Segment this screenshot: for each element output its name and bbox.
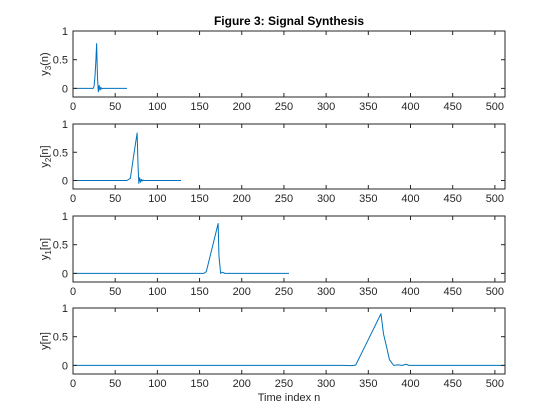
x-tick-label: 200 — [233, 378, 251, 390]
x-tick-label: 50 — [109, 193, 121, 205]
x-tick-label: 250 — [275, 101, 293, 113]
subplot-4: 0 50 100 150 200 250 300 350 400 450 500 0 0.5 1 y[n] — [39, 303, 506, 390]
y-tick-label: 0.5 — [53, 240, 68, 252]
y-axis-label: y3(n) — [39, 52, 53, 75]
y-axis-label: y[n] — [39, 332, 51, 350]
x-tick-label: 50 — [109, 378, 121, 390]
series-line-1 — [73, 222, 289, 274]
x-tick-label: 500 — [486, 193, 504, 205]
x-tick-label: 400 — [401, 286, 419, 298]
axes-layer: 0 50 100 150 200 250 300 350 400 450 50000.51y3(n)… — [39, 26, 506, 390]
y-tick-label: 0 — [62, 176, 68, 188]
y-tick-label: 1 — [62, 211, 68, 223]
x-tick-label: 350 — [359, 193, 377, 205]
series-line-1 — [73, 43, 127, 93]
figure-title: Figure 3: Signal Synthesis — [214, 14, 364, 28]
x-tick-label: 200 — [233, 101, 251, 113]
y-tick-label: 0 — [62, 360, 68, 372]
x-tick-label: 300 — [317, 378, 335, 390]
x-tick-label: 400 — [401, 378, 419, 390]
x-tick-label: 100 — [148, 101, 166, 113]
x-tick-label: 400 — [401, 193, 419, 205]
x-tick-label: 450 — [444, 101, 462, 113]
x-tick-label: 100 — [148, 378, 166, 390]
y-tick-label: 0.5 — [53, 55, 68, 67]
x-tick-label: 150 — [190, 193, 208, 205]
x-tick-label: 300 — [317, 101, 335, 113]
x-axis-label: Time index n — [258, 392, 321, 404]
x-tick-label: 450 — [444, 193, 462, 205]
x-tick-label: 200 — [233, 193, 251, 205]
y-tick-label: 1 — [62, 303, 68, 315]
x-tick-label: 200 — [233, 286, 251, 298]
series-line-1 — [73, 313, 505, 367]
x-tick-label: 0 — [70, 193, 76, 205]
axes-frame — [72, 307, 506, 375]
x-tick-label: 150 — [190, 378, 208, 390]
x-tick-label: 0 — [70, 378, 76, 390]
y-tick-label: 0.5 — [53, 332, 68, 344]
y-tick-label: 0 — [62, 83, 68, 95]
x-tick-label: 400 — [401, 101, 419, 113]
x-tick-label: 300 — [317, 193, 335, 205]
x-tick-label: 250 — [275, 193, 293, 205]
x-tick-label: 150 — [190, 286, 208, 298]
y-axis-label: y1[n] — [39, 238, 53, 260]
x-tick-label: 100 — [148, 286, 166, 298]
axes-frame — [72, 215, 506, 283]
x-tick-label: 500 — [486, 101, 504, 113]
x-tick-label: 350 — [359, 101, 377, 113]
x-tick-label: 50 — [109, 286, 121, 298]
x-tick-label: 350 — [359, 286, 377, 298]
x-tick-label: 500 — [486, 378, 504, 390]
y-tick-label: 1 — [62, 26, 68, 38]
x-tick-label: 250 — [275, 378, 293, 390]
subplot-2: 0 50 100 150 200 250 300 350 400 450 500 0 0.5 1 y2[n] — [39, 119, 506, 205]
x-tick-label: 450 — [444, 378, 462, 390]
x-tick-label: 150 — [190, 101, 208, 113]
x-tick-label: 250 — [275, 286, 293, 298]
x-tick-label: 100 — [148, 193, 166, 205]
axes-frame — [72, 123, 506, 190]
x-tick-label: 450 — [444, 286, 462, 298]
y-tick-label: 1 — [62, 119, 68, 131]
y-tick-label: 0.5 — [53, 147, 68, 159]
subplot-3: 0 50 100 150 200 250 300 350 400 450 500 0 0.5 1 y1[n] — [39, 211, 506, 298]
x-tick-label: 350 — [359, 378, 377, 390]
y-axis-label: y2[n] — [39, 145, 53, 167]
x-tick-label: 300 — [317, 286, 335, 298]
x-tick-label: 0 — [70, 101, 76, 113]
series-line-1 — [73, 132, 181, 184]
x-tick-label: 0 — [70, 286, 76, 298]
x-tick-label: 50 — [109, 101, 121, 113]
x-tick-label: 500 — [486, 286, 504, 298]
axes-frame — [72, 30, 506, 98]
subplot-1: 0 50 100 150 200 250 300 350 400 450 500 0 0.5 1 y3(n) — [39, 26, 506, 113]
y-tick-label: 0 — [62, 268, 68, 280]
